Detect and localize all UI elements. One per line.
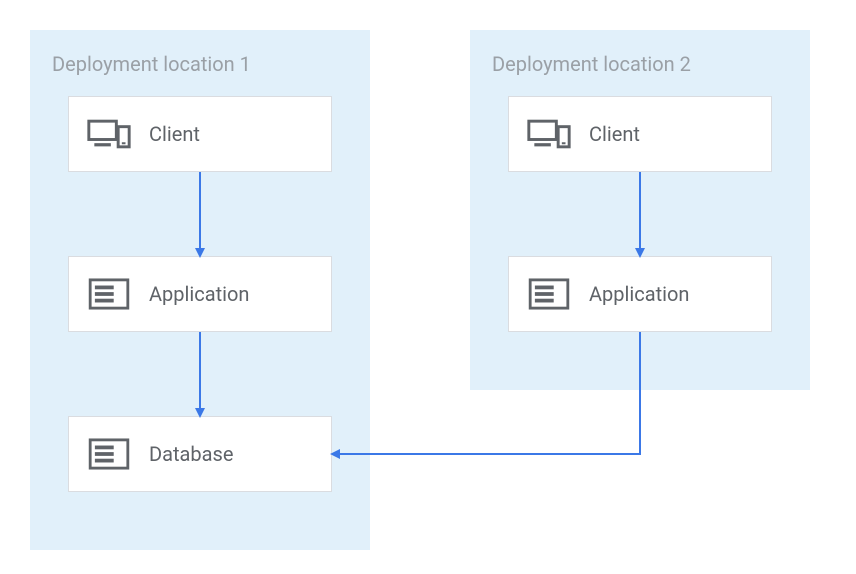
client-1-label: Client bbox=[149, 122, 200, 146]
application-2-label: Application bbox=[589, 282, 689, 306]
region-2-title: Deployment location 2 bbox=[492, 52, 691, 76]
client-node-1: Client bbox=[68, 96, 332, 172]
deployment-region-2: Deployment location 2 bbox=[470, 30, 810, 390]
application-1-label: Application bbox=[149, 282, 249, 306]
client-2-label: Client bbox=[589, 122, 640, 146]
server-icon bbox=[527, 276, 571, 312]
client-devices-icon bbox=[87, 116, 131, 152]
region-1-title: Deployment location 1 bbox=[52, 52, 251, 76]
client-devices-icon bbox=[527, 116, 571, 152]
database-icon bbox=[87, 436, 131, 472]
application-node-2: Application bbox=[508, 256, 772, 332]
database-label: Database bbox=[149, 442, 233, 466]
application-node-1: Application bbox=[68, 256, 332, 332]
server-icon bbox=[87, 276, 131, 312]
database-node: Database bbox=[68, 416, 332, 492]
client-node-2: Client bbox=[508, 96, 772, 172]
